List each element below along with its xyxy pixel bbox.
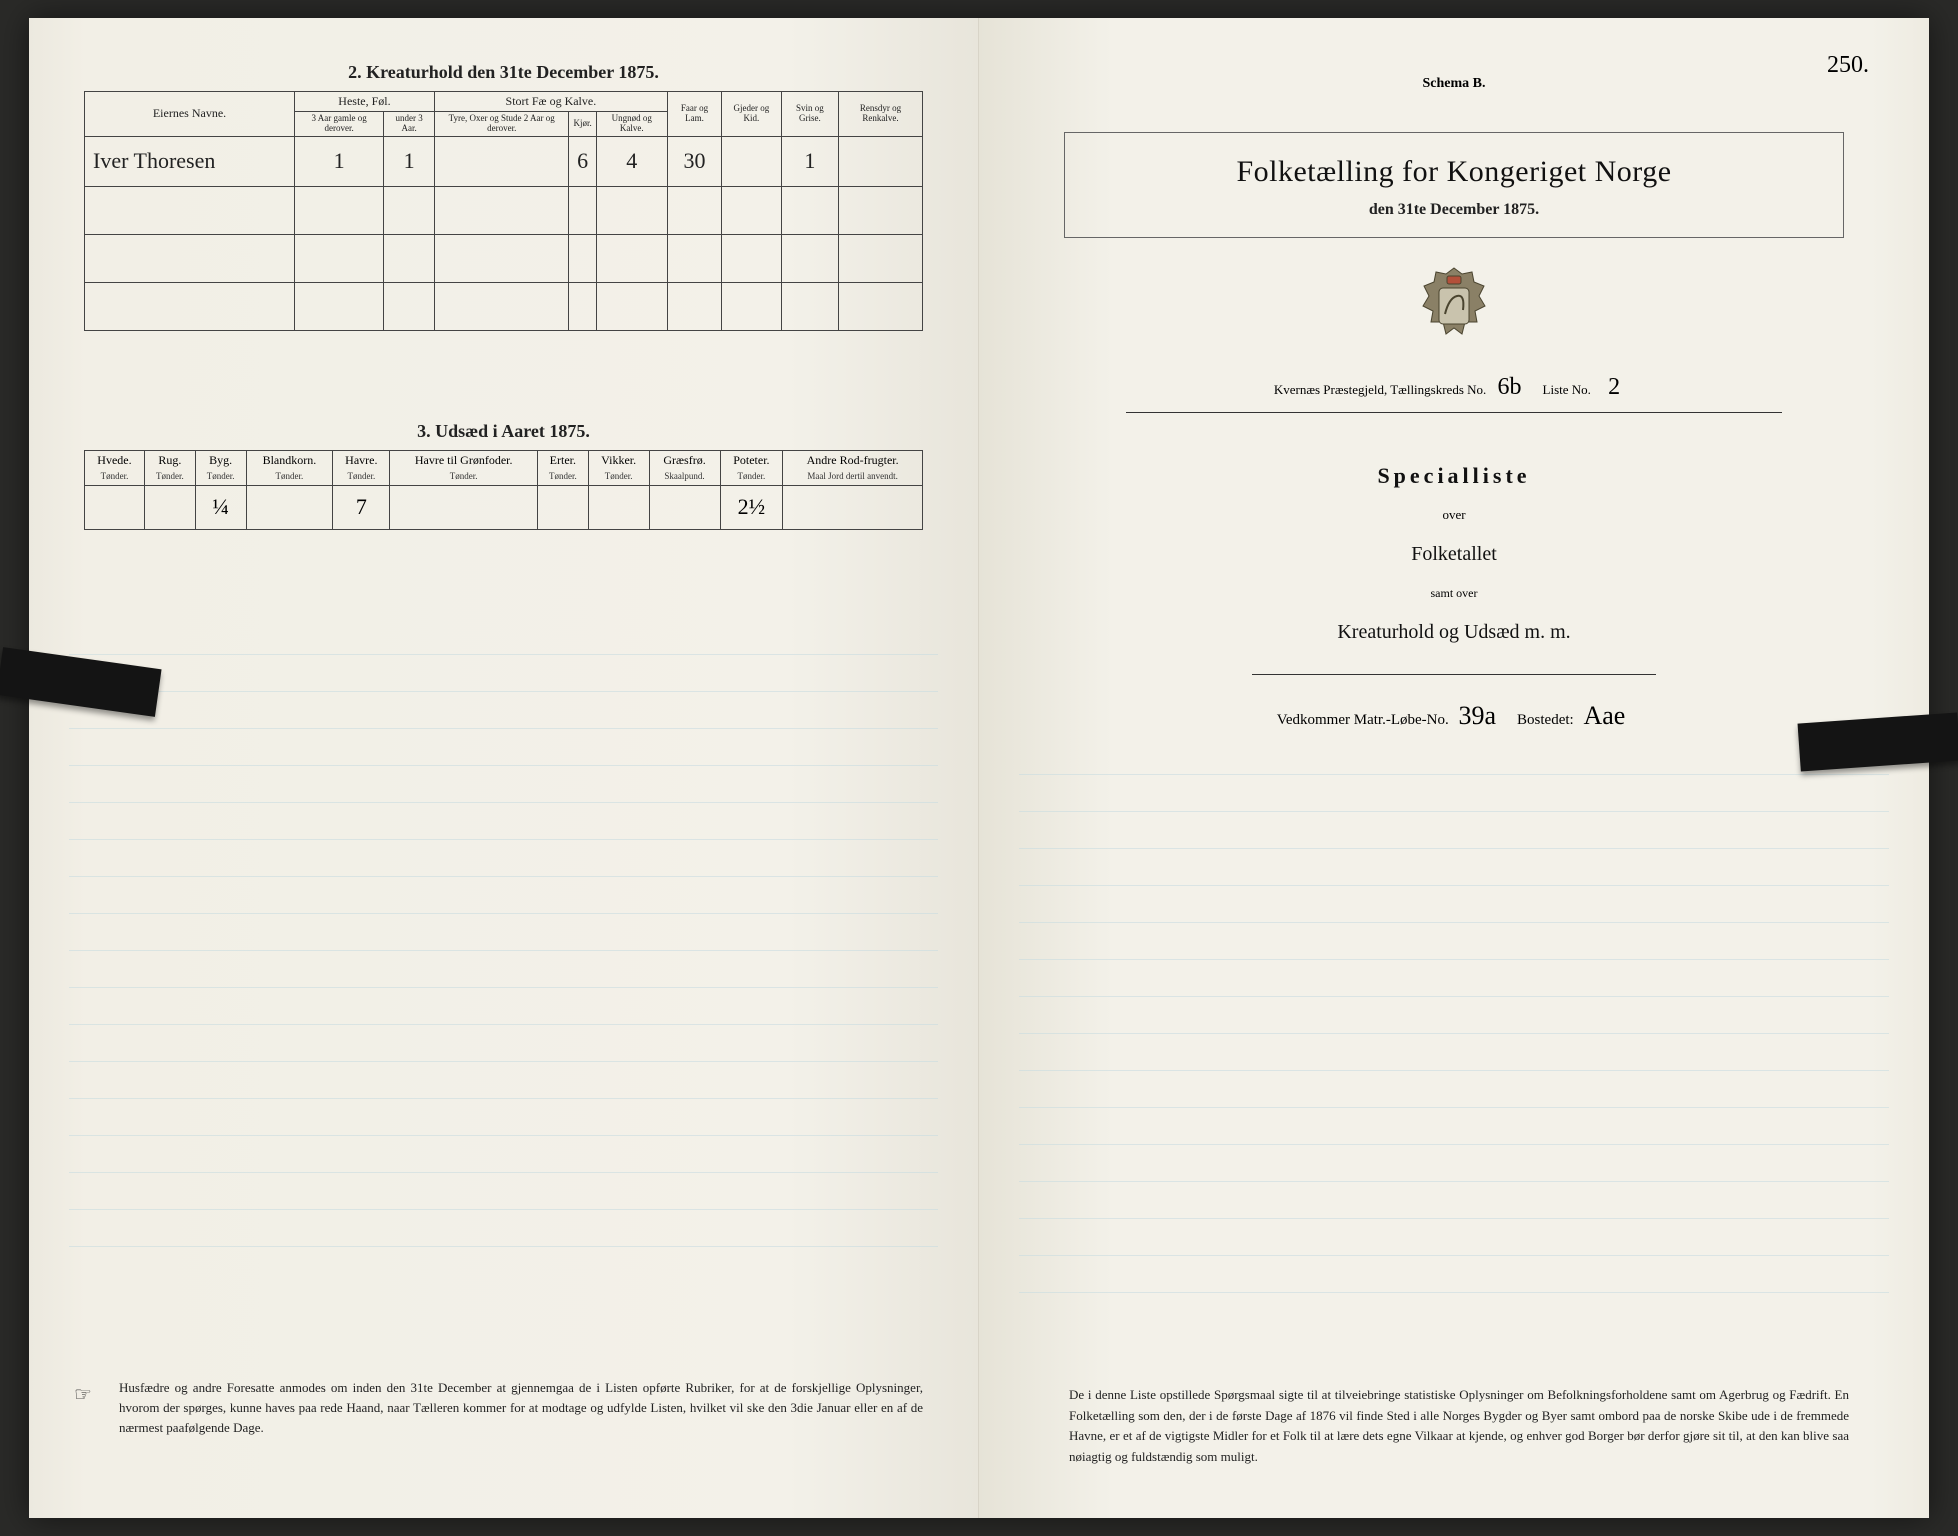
liste-no: 2: [1594, 374, 1634, 402]
cell-pigs: 1: [781, 136, 838, 186]
sd-havre: 7: [333, 485, 390, 529]
special-heading: Specialliste: [1034, 463, 1874, 489]
cell-cows: 6: [569, 136, 596, 186]
cell-reindeer: [839, 136, 923, 186]
parish-line: Kvernæs Præstegjeld, Tællingskreds No. 6…: [1118, 374, 1790, 402]
cell-horses-young: 1: [384, 136, 435, 186]
sh-hvede: Hvede.Tønder.: [85, 450, 145, 485]
sd-hvede: [85, 485, 145, 529]
sh-blandkorn: Blandkorn.Tønder.: [246, 450, 333, 485]
cell-owner: Iver Thoresen: [85, 136, 295, 186]
hdr-oxen: Tyre, Oxer og Stude 2 Aar og derover.: [434, 112, 569, 137]
page-number: 250.: [1827, 52, 1869, 79]
coat-of-arms-icon: [1417, 266, 1491, 352]
sh-poteter: Poteter.Tønder.: [720, 450, 783, 485]
sh-graesfro: Græsfrø.Skaalpund.: [649, 450, 720, 485]
hdr-cows: Kjør.: [569, 112, 596, 137]
seed-row: ¼ 7 2½: [85, 485, 923, 529]
hdr-owner: Eiernes Navne.: [85, 92, 295, 137]
samt-label: samt over: [1034, 586, 1874, 601]
hdr-pigs: Svin og Grise.: [781, 92, 838, 137]
bottom-note: De i denne Liste opstillede Spørgsmaal s…: [1069, 1385, 1849, 1468]
sd-vikker: [588, 485, 649, 529]
divider-2: [1252, 674, 1655, 675]
ruled-lines-right: [1019, 738, 1889, 1298]
kreds-no: 6b: [1490, 374, 1530, 402]
hdr-horses-group: Heste, Føl.: [295, 92, 435, 112]
section2-title: 2. Kreaturhold den 31te December 1875.: [84, 62, 923, 83]
sd-havre-gron: [390, 485, 538, 529]
sd-graesfro: [649, 485, 720, 529]
livestock-row: Iver Thoresen 1 1 6 4 30 1: [85, 136, 923, 186]
right-page: 250. Schema B. Folketælling for Kongerig…: [979, 18, 1929, 1518]
cell-oxen: [434, 136, 569, 186]
sh-byg: Byg.Tønder.: [195, 450, 246, 485]
page-clip-right: [1798, 712, 1958, 771]
blank-row: [85, 186, 923, 234]
main-title: Folketælling for Kongeriget Norge: [1075, 155, 1833, 189]
hdr-reindeer: Rensdyr og Renkalve.: [839, 92, 923, 137]
sd-blandkorn: [246, 485, 333, 529]
hdr-sheep: Faar og Lam.: [667, 92, 721, 137]
folketallet-label: Folketallet: [1034, 543, 1874, 566]
page-clip-left: [0, 647, 162, 717]
pointing-hand-icon: ☞: [74, 1380, 92, 1411]
sd-byg: ¼: [195, 485, 246, 529]
divider-1: [1126, 412, 1781, 413]
matr-no: 39a: [1452, 701, 1502, 730]
sh-rug: Rug.Tønder.: [144, 450, 195, 485]
vedkommer-line: Vedkommer Matr.-Løbe-No. 39a Bostedet: A…: [1034, 701, 1874, 731]
ruled-lines-left: [69, 618, 938, 1258]
notice-text: ☞ Husfædre og andre Foresatte anmodes om…: [119, 1378, 923, 1438]
cell-goats: [722, 136, 781, 186]
blank-row: [85, 234, 923, 282]
cell-young-cattle: 4: [596, 136, 667, 186]
sh-havre: Havre.Tønder.: [333, 450, 390, 485]
blank-row: [85, 282, 923, 330]
hdr-horses-young: under 3 Aar.: [384, 112, 435, 137]
sd-poteter: 2½: [720, 485, 783, 529]
sd-rodfrugt: [783, 485, 923, 529]
hdr-goats: Gjeder og Kid.: [722, 92, 781, 137]
hdr-young-cattle: Ungnød og Kalve.: [596, 112, 667, 137]
sd-rug: [144, 485, 195, 529]
cell-sheep: 30: [667, 136, 721, 186]
sd-erter: [537, 485, 588, 529]
sh-havre-gron: Havre til Grønfoder.Tønder.: [390, 450, 538, 485]
kreatur-label: Kreaturhold og Udsæd m. m.: [1034, 621, 1874, 644]
over-label: over: [1034, 507, 1874, 523]
sh-rodfrugt: Andre Rod-frugter.Maal Jord dertil anven…: [783, 450, 923, 485]
livestock-table: Eiernes Navne. Heste, Føl. Stort Fæ og K…: [84, 91, 923, 331]
main-subtitle: den 31te December 1875.: [1075, 201, 1833, 219]
cell-horses-old: 1: [295, 136, 384, 186]
sh-erter: Erter.Tønder.: [537, 450, 588, 485]
seed-table: Hvede.Tønder. Rug.Tønder. Byg.Tønder. Bl…: [84, 450, 923, 530]
section3-title: 3. Udsæd i Aaret 1875.: [84, 421, 923, 442]
hdr-cattle-group: Stort Fæ og Kalve.: [434, 92, 667, 112]
sh-vikker: Vikker.Tønder.: [588, 450, 649, 485]
bosted: Aae: [1577, 701, 1631, 730]
left-page: 2. Kreaturhold den 31te December 1875. E…: [29, 18, 979, 1518]
schema-label: Schema B.: [1034, 76, 1874, 92]
hdr-horses-old: 3 Aar gamle og derover.: [295, 112, 384, 137]
